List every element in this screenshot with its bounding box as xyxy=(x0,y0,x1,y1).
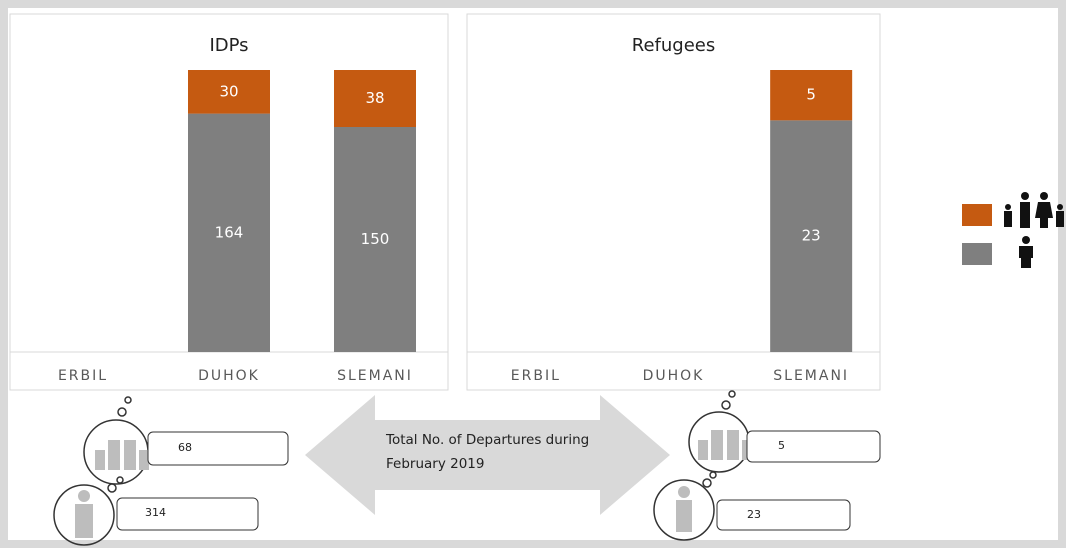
refugee-families-count: 5 xyxy=(778,439,785,452)
legend-person-icon xyxy=(1019,236,1033,268)
legend-family-icon xyxy=(1004,192,1064,228)
bar-segment xyxy=(188,70,270,114)
refugee-individuals-count: 23 xyxy=(747,508,761,521)
x-tick-label: ERBIL xyxy=(58,368,108,384)
idp-families-count: 68 xyxy=(178,441,192,454)
person-figure xyxy=(75,486,692,538)
summary-label: Total No. of Departures during February … xyxy=(386,432,590,472)
value-label: 30 xyxy=(219,82,238,100)
person-icon xyxy=(53,471,717,546)
chart-title: IDPs xyxy=(209,35,248,56)
x-tick-label: DUHOK xyxy=(643,368,705,384)
legend-swatch xyxy=(962,243,992,265)
value-label: 23 xyxy=(802,227,821,245)
x-tick-label: ERBIL xyxy=(511,368,561,384)
x-tick-label: SLEMANI xyxy=(337,368,413,384)
count-box xyxy=(147,431,289,466)
value-label: 5 xyxy=(806,86,816,104)
legend-swatch xyxy=(962,204,992,226)
x-tick-label: DUHOK xyxy=(198,368,260,384)
count-box xyxy=(746,430,881,463)
count-box xyxy=(716,499,851,531)
x-tick-label: SLEMANI xyxy=(773,368,849,384)
value-label: 38 xyxy=(365,89,384,107)
bar-segment xyxy=(188,113,270,352)
bar-segment xyxy=(334,127,416,352)
value-label: 164 xyxy=(215,223,244,241)
bar-segment xyxy=(770,120,853,352)
bar-segment xyxy=(334,70,416,127)
count-box xyxy=(116,497,259,531)
value-label: 150 xyxy=(361,230,390,248)
bar-segment xyxy=(770,70,853,121)
chart-title: Refugees xyxy=(632,35,715,56)
double-arrow xyxy=(305,395,670,515)
idp-individuals-count: 314 xyxy=(145,506,166,519)
